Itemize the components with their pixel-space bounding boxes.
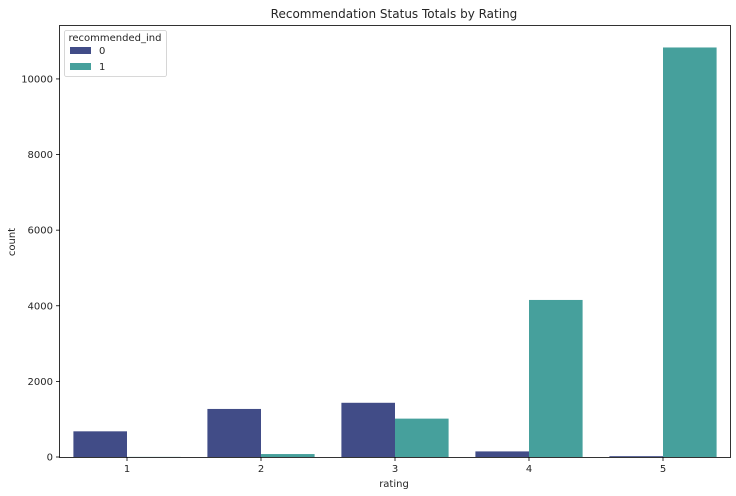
- legend-swatch-0: [70, 47, 91, 54]
- y-tick-label: 0: [47, 453, 53, 464]
- x-tick-label: 4: [526, 464, 532, 475]
- legend: recommended_ind 0 1: [64, 30, 167, 77]
- bar-rating-1-rec-0: [73, 431, 127, 457]
- x-axis: 1 2 3 4 5: [124, 457, 666, 475]
- chart-title: Recommendation Status Totals by Rating: [271, 7, 518, 21]
- bar-rating-4-rec-0: [475, 451, 529, 457]
- plot-frame: [59, 25, 731, 458]
- bar-rating-5-rec-0: [609, 456, 663, 457]
- bar-rating-2-rec-0: [207, 408, 261, 457]
- y-tick-label: 6000: [28, 226, 53, 237]
- legend-label-1: 1: [99, 62, 105, 73]
- bars-layer: [73, 47, 717, 457]
- y-axis: 0 2000 4000 6000 8000 10000: [21, 74, 60, 464]
- x-axis-label: rating: [379, 479, 409, 490]
- legend-swatch-1: [70, 63, 91, 70]
- y-tick-label: 10000: [21, 74, 53, 85]
- x-tick-label: 1: [124, 464, 130, 475]
- bar-rating-2-rec-1: [261, 454, 315, 457]
- y-axis-label: count: [7, 228, 18, 256]
- y-tick-label: 8000: [28, 150, 53, 161]
- y-tick-label: 2000: [28, 377, 53, 388]
- bar-rating-3-rec-1: [395, 418, 449, 457]
- legend-label-0: 0: [99, 46, 105, 57]
- bar-rating-3-rec-0: [341, 402, 395, 457]
- y-tick-label: 4000: [28, 301, 53, 312]
- bar-rating-5-rec-1: [663, 47, 717, 457]
- bar-rating-4-rec-1: [529, 299, 583, 457]
- x-tick-label: 5: [660, 464, 666, 475]
- x-tick-label: 3: [392, 464, 398, 475]
- legend-title: recommended_ind: [69, 33, 162, 44]
- x-tick-label: 2: [258, 464, 264, 475]
